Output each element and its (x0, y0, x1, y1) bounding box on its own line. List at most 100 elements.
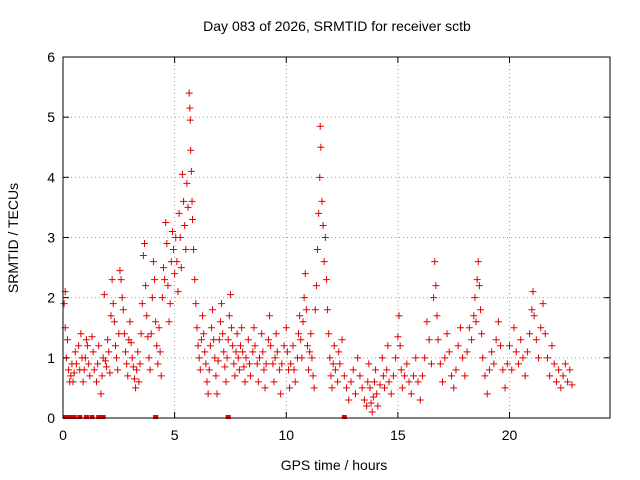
data-point (272, 330, 280, 338)
data-point (276, 366, 284, 374)
data-point (188, 197, 196, 205)
data-point (145, 354, 153, 362)
data-point (124, 372, 132, 380)
data-point (242, 354, 250, 362)
data-point (317, 143, 325, 151)
data-point (485, 366, 493, 374)
data-point (120, 330, 128, 338)
data-point (452, 366, 460, 374)
y-tick-label: 4 (47, 169, 55, 185)
data-point (336, 360, 344, 368)
data-point (193, 324, 201, 332)
data-point (260, 366, 268, 374)
data-point (523, 348, 531, 356)
data-point (178, 170, 186, 178)
data-point (568, 381, 576, 389)
zero-marker (225, 415, 231, 419)
data-point (297, 336, 305, 344)
data-point (60, 300, 68, 308)
data-point (221, 363, 229, 371)
data-point (154, 360, 162, 368)
data-point (441, 354, 449, 362)
data-point (338, 336, 346, 344)
data-point (314, 246, 322, 254)
data-point (291, 378, 299, 386)
data-point (403, 360, 411, 368)
data-point (135, 378, 143, 386)
data-point (401, 372, 409, 380)
data-point (174, 288, 182, 296)
data-point (103, 363, 111, 371)
data-point (475, 282, 483, 290)
data-point (214, 357, 222, 365)
data-point (163, 240, 171, 248)
data-point (127, 339, 135, 347)
data-point (173, 258, 181, 266)
data-point (384, 342, 392, 350)
data-point (101, 357, 109, 365)
data-point (258, 330, 266, 338)
data-point (564, 378, 572, 386)
y-axis-label: SRMTID / TECUs (5, 183, 21, 293)
data-point (421, 354, 429, 362)
data-point (459, 354, 467, 362)
data-point (225, 312, 233, 320)
data-point (192, 300, 200, 308)
data-point (128, 354, 136, 362)
data-point (108, 276, 116, 284)
data-point (247, 372, 255, 380)
data-point (104, 336, 112, 344)
data-point (529, 288, 537, 296)
data-point (331, 366, 339, 374)
data-point (70, 369, 78, 377)
data-point (392, 354, 400, 362)
data-point (232, 348, 240, 356)
data-point (425, 336, 433, 344)
data-point (196, 366, 204, 374)
data-point (180, 197, 188, 205)
data-point (298, 354, 306, 362)
data-point (470, 312, 478, 320)
y-tick-label: 5 (47, 109, 55, 125)
data-point (187, 146, 195, 154)
data-point (97, 390, 105, 398)
data-point (162, 218, 170, 226)
data-point (190, 246, 198, 254)
data-point (539, 300, 547, 308)
data-point (175, 209, 183, 217)
data-point (306, 348, 314, 356)
data-point (261, 384, 269, 392)
data-point (481, 372, 489, 380)
data-point (282, 324, 290, 332)
data-point (472, 318, 480, 326)
data-point (389, 372, 397, 380)
data-point (287, 360, 295, 368)
data-point (238, 324, 246, 332)
data-point (311, 306, 319, 314)
data-point (550, 360, 558, 368)
data-point (81, 354, 89, 362)
data-point (206, 342, 214, 350)
data-point (528, 306, 536, 314)
data-point (170, 246, 178, 254)
data-point (312, 282, 320, 290)
data-point (398, 384, 406, 392)
zero-marker (89, 415, 95, 419)
data-point (129, 363, 137, 371)
data-point (319, 221, 327, 229)
data-point (132, 384, 140, 392)
data-point (161, 276, 169, 284)
data-point (555, 366, 563, 374)
data-point (65, 366, 73, 374)
data-point (543, 354, 551, 362)
zero-marker (71, 415, 77, 419)
data-point (456, 324, 464, 332)
data-point (432, 282, 440, 290)
zero-marker (96, 415, 102, 419)
data-point (77, 330, 85, 338)
data-point (69, 378, 77, 386)
data-point (146, 366, 154, 374)
data-point (363, 402, 371, 410)
